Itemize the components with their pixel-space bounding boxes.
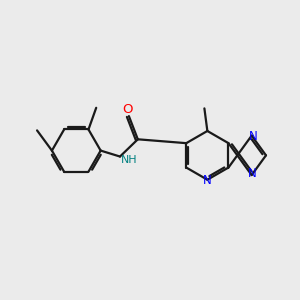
Text: N: N [248, 130, 257, 143]
Text: O: O [122, 103, 133, 116]
Text: NH: NH [121, 154, 137, 164]
Text: N: N [248, 167, 256, 180]
Text: N: N [203, 174, 212, 187]
